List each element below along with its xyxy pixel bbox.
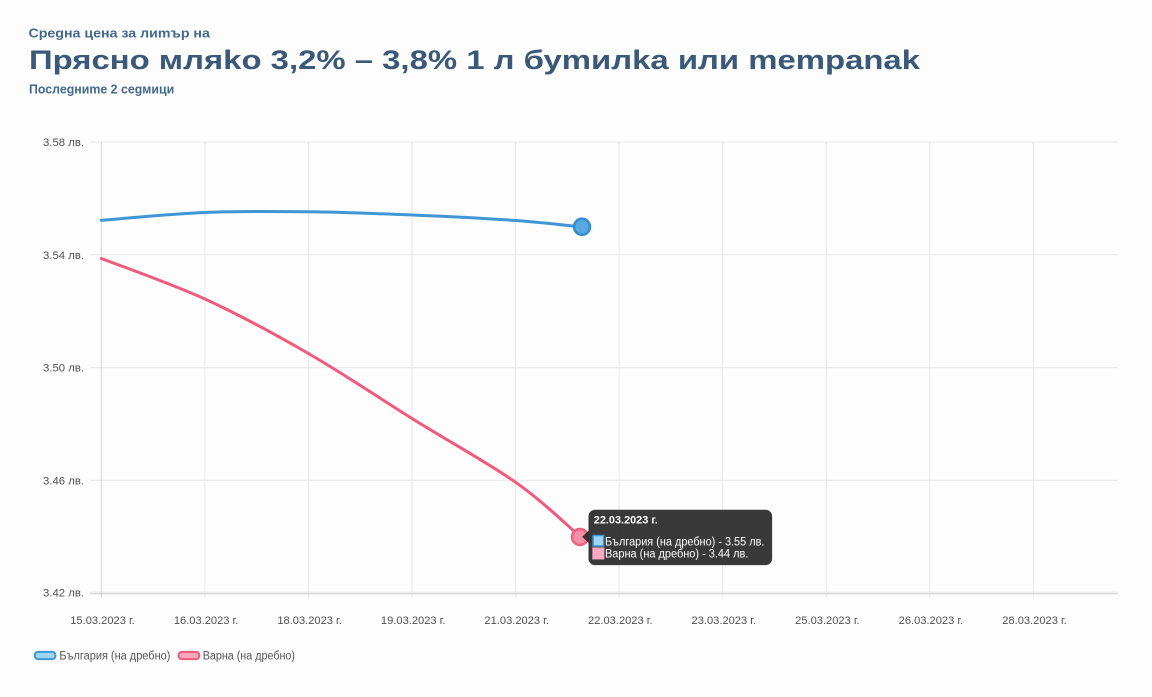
svg-text:28.03.2023 г.: 28.03.2023 г. <box>1002 615 1067 627</box>
svg-text:15.03.2023 г.: 15.03.2023 г. <box>70 615 135 627</box>
svg-text:22.03.2023 г.: 22.03.2023 г. <box>594 515 658 527</box>
svg-text:22.03.2023 г.: 22.03.2023 г. <box>588 615 653 627</box>
svg-text:3.58 лв.: 3.58 лв. <box>43 137 84 149</box>
svg-text:3.46 лв.: 3.46 лв. <box>43 475 84 487</box>
svg-text:26.03.2023 г.: 26.03.2023 г. <box>899 615 964 627</box>
svg-text:България (на дребно): България (на дребно) <box>59 651 170 663</box>
svg-text:21.03.2023 г.: 21.03.2023 г. <box>484 615 549 627</box>
svg-text:3.50 лв.: 3.50 лв. <box>43 363 84 375</box>
svg-text:Варна (на дребно): Варна (на дребно) <box>203 651 295 663</box>
svg-text:25.03.2023 г.: 25.03.2023 г. <box>795 615 860 627</box>
svg-text:23.03.2023 г.: 23.03.2023 г. <box>692 615 757 627</box>
svg-text:България (на дребно) - 3.55 лв: България (на дребно) - 3.55 лв. <box>605 537 764 549</box>
svg-text:Послеgниmе 2 сеgмици: Послеgниmе 2 сеgмици <box>29 83 174 97</box>
svg-text:19.03.2023 г.: 19.03.2023 г. <box>381 615 446 627</box>
svg-text:Прясно мляkо 3,2% – 3,8% 1 л б: Прясно мляkо 3,2% – 3,8% 1 л буmилkа или… <box>29 45 921 75</box>
svg-text:3.42 лв.: 3.42 лв. <box>43 587 84 599</box>
svg-text:18.03.2023 г.: 18.03.2023 г. <box>277 615 342 627</box>
svg-text:3.54 лв.: 3.54 лв. <box>43 250 84 262</box>
svg-text:16.03.2023 г.: 16.03.2023 г. <box>174 615 239 627</box>
svg-text:Варна (на дребно) - 3.44 лв.: Варна (на дребно) - 3.44 лв. <box>605 549 748 561</box>
svg-text:Среgна цена за лиmър на: Среgна цена за лиmър на <box>29 26 212 40</box>
